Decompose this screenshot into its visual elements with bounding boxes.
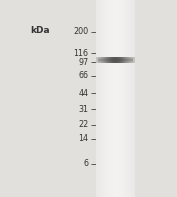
Bar bbox=[105, 57, 106, 63]
Text: 6: 6 bbox=[84, 159, 89, 168]
Bar bbox=[98, 58, 133, 59]
Text: 31: 31 bbox=[79, 105, 89, 114]
Bar bbox=[118, 57, 119, 63]
Text: kDa: kDa bbox=[30, 26, 50, 35]
Bar bbox=[114, 57, 115, 63]
Bar bbox=[113, 57, 114, 63]
Bar bbox=[111, 57, 112, 63]
Bar bbox=[110, 57, 111, 63]
Bar bbox=[106, 57, 107, 63]
Bar bbox=[133, 57, 134, 63]
Bar bbox=[134, 57, 135, 63]
Bar bbox=[107, 57, 108, 63]
Text: 97: 97 bbox=[78, 58, 89, 67]
Bar bbox=[98, 60, 133, 61]
Bar bbox=[123, 57, 124, 63]
Bar bbox=[121, 57, 122, 63]
Bar bbox=[127, 57, 128, 63]
Bar bbox=[115, 57, 116, 63]
Bar bbox=[120, 57, 121, 63]
Bar bbox=[116, 57, 117, 63]
Text: 14: 14 bbox=[79, 134, 89, 143]
Bar bbox=[109, 57, 110, 63]
Text: 44: 44 bbox=[79, 89, 89, 98]
Bar bbox=[130, 57, 131, 63]
Bar bbox=[132, 57, 133, 63]
Bar bbox=[99, 57, 100, 63]
Bar bbox=[98, 57, 133, 58]
Text: 200: 200 bbox=[73, 28, 89, 36]
Bar bbox=[98, 59, 133, 60]
Bar bbox=[125, 57, 126, 63]
Bar bbox=[124, 57, 125, 63]
Text: 22: 22 bbox=[78, 120, 89, 129]
Bar bbox=[101, 57, 102, 63]
Bar bbox=[100, 57, 101, 63]
Bar bbox=[131, 57, 132, 63]
Bar bbox=[104, 57, 105, 63]
Bar bbox=[112, 57, 113, 63]
Bar bbox=[98, 57, 99, 63]
Bar bbox=[122, 57, 123, 63]
Bar bbox=[98, 62, 133, 63]
Text: 116: 116 bbox=[74, 49, 89, 58]
Bar bbox=[129, 57, 130, 63]
Bar bbox=[108, 57, 109, 63]
Bar bbox=[119, 57, 120, 63]
Bar bbox=[126, 57, 127, 63]
Bar bbox=[96, 57, 97, 63]
Text: 66: 66 bbox=[79, 72, 89, 80]
Bar bbox=[128, 57, 129, 63]
Bar bbox=[117, 57, 118, 63]
Bar bbox=[102, 57, 103, 63]
Bar bbox=[103, 57, 104, 63]
Bar bbox=[98, 61, 133, 62]
Bar bbox=[97, 57, 98, 63]
